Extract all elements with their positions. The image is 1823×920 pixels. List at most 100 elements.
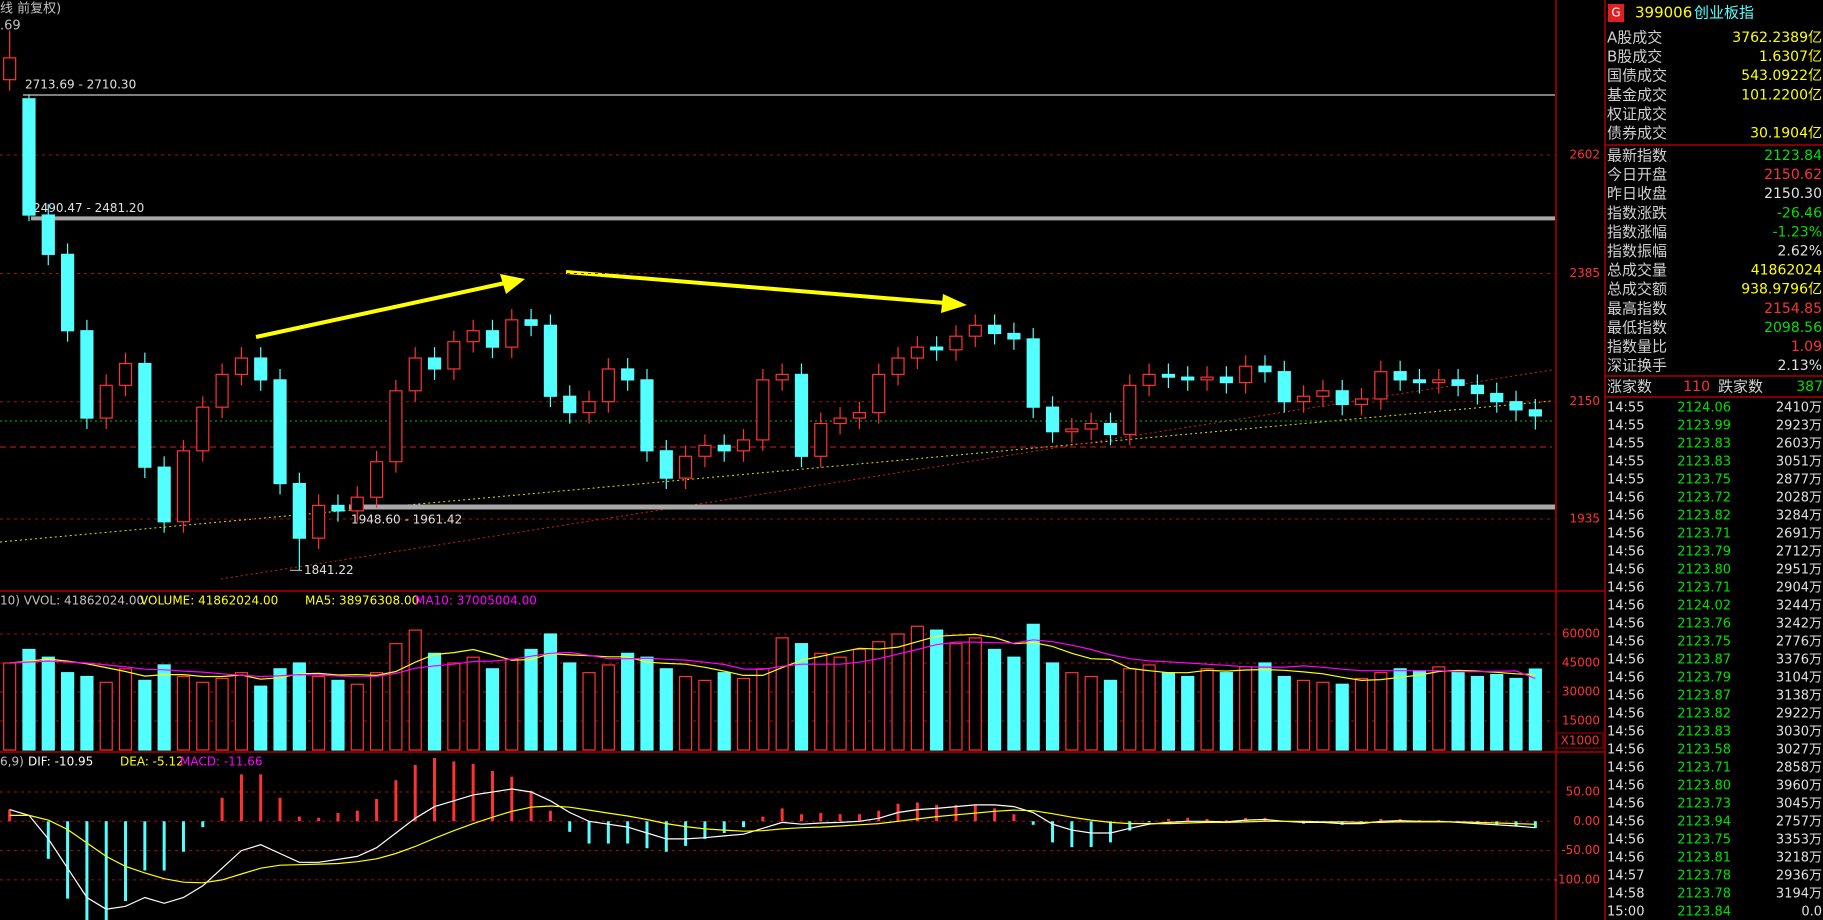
volume-bar: [794, 643, 809, 751]
tick-price: 2123.78: [1677, 887, 1731, 902]
candle-body: [427, 357, 442, 370]
legend-entry: VOLUME: 41862024.00: [140, 594, 278, 608]
candle-body: [157, 466, 171, 523]
tick-price: 2123.58: [1677, 743, 1731, 758]
volume-bar: [1412, 670, 1427, 751]
tick-price: 2123.73: [1677, 797, 1731, 812]
volume-bar: [118, 668, 133, 751]
arrow-head: [500, 274, 525, 294]
volume-bar: [215, 677, 229, 751]
volume-bar: [505, 658, 519, 751]
volume-bar: [1432, 666, 1446, 751]
candle-body: [215, 373, 229, 408]
candle-body: [99, 384, 113, 419]
candle-body: [234, 357, 249, 376]
icon: G: [1611, 6, 1620, 20]
tick-volume: 3218万: [1776, 851, 1822, 866]
candle-body: [968, 324, 982, 337]
volume-bar: [949, 643, 963, 751]
volume-bar: [910, 625, 924, 751]
volume-bar: [234, 672, 249, 751]
candle-body: [563, 395, 577, 414]
stat-label: 权证成交: [1607, 105, 1667, 123]
volume-bar: [466, 656, 480, 751]
tick-price: 2123.72: [1677, 491, 1731, 506]
tick-time: 14:56: [1607, 635, 1644, 650]
volume-bar: [1490, 673, 1504, 751]
tick-time: 14:56: [1607, 743, 1644, 758]
candle-body: [466, 330, 480, 343]
volume-bar: [41, 656, 55, 751]
candle-body: [1007, 332, 1021, 340]
tick-time: 14:56: [1607, 833, 1644, 848]
tick-price: 2123.81: [1677, 851, 1731, 866]
tick-volume: 3045万: [1776, 797, 1822, 812]
volume-bar: [1393, 668, 1407, 751]
y-tick-label: 45000: [1562, 656, 1600, 670]
candle-body: [1142, 373, 1156, 386]
tick-time: 14:56: [1607, 707, 1644, 722]
volume-bar: [408, 629, 422, 751]
tick-time: 14:56: [1607, 689, 1644, 704]
ma-line: [9, 639, 1536, 680]
candle-body: [312, 504, 326, 539]
y-tick-label: 30000: [1562, 685, 1600, 699]
legend-entry: MA10: 37005004.00: [415, 594, 537, 608]
tick-price: 2123.80: [1677, 563, 1731, 578]
y-tick-label: 2150: [1569, 394, 1600, 408]
tick-volume: 3194万: [1776, 887, 1822, 902]
y-tick-label: 0.00: [1573, 814, 1600, 828]
tick-time: 14:56: [1607, 599, 1644, 614]
down-count-label: 跌家数: [1718, 378, 1763, 396]
volume-bar: [1045, 662, 1060, 751]
volume-bar: [3, 662, 17, 751]
candle-body: [60, 253, 75, 332]
tick-volume: 3104万: [1776, 671, 1822, 686]
tick-price: 2123.71: [1677, 581, 1731, 596]
tick-volume: 2904万: [1776, 581, 1822, 596]
candle-body: [505, 319, 519, 348]
candle-body: [1026, 338, 1040, 408]
volume-bar: [1374, 672, 1388, 751]
volume-bar: [389, 643, 403, 751]
tick-volume: 2757万: [1776, 815, 1822, 830]
tick-time: 14:55: [1607, 437, 1644, 452]
volume-bar: [350, 683, 364, 751]
tick-price: 2123.75: [1677, 635, 1731, 650]
stat-value: 2150.62: [1764, 167, 1822, 183]
stat-label: B股成交: [1607, 48, 1662, 66]
candle-body: [118, 362, 133, 386]
candle-body: [1239, 365, 1253, 384]
tick-volume: 3051万: [1776, 455, 1822, 470]
volume-bar: [1258, 662, 1272, 751]
candle-body: [543, 324, 558, 397]
tick-time: 14:56: [1607, 527, 1644, 542]
tick-volume: 3242万: [1776, 617, 1822, 632]
tick-volume: 3027万: [1776, 743, 1822, 758]
stat-label: 最高指数: [1607, 299, 1667, 317]
candle-body: [1296, 395, 1311, 403]
stat-value: 2123.84: [1764, 148, 1822, 164]
unit-label: X1000: [1561, 734, 1600, 748]
candle-body: [1412, 379, 1427, 384]
tick-volume: 3138万: [1776, 689, 1822, 704]
candle-body: [176, 450, 191, 523]
tick-time: 14:55: [1607, 401, 1644, 416]
volume-bar: [678, 675, 693, 751]
candle-body: [1219, 376, 1233, 384]
candle-body: [736, 439, 751, 452]
candle-body: [601, 368, 615, 403]
candle-body: [852, 412, 867, 419]
volume-bar: [485, 668, 500, 751]
arrow: [255, 281, 506, 339]
volume-bar: [1026, 623, 1040, 751]
candle-body: [891, 357, 905, 376]
tick-price: 2123.82: [1677, 509, 1731, 524]
stat-label: 指数量比: [1607, 338, 1667, 356]
volume-bar: [987, 648, 1002, 751]
stat-label: 指数振幅: [1607, 242, 1667, 260]
tick-time: 14:56: [1607, 779, 1644, 794]
down-count: 387: [1796, 379, 1823, 395]
volume-bar: [1509, 677, 1523, 751]
